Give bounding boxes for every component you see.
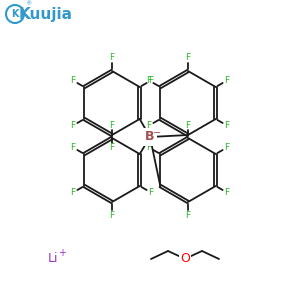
Text: F: F: [224, 188, 230, 197]
Text: F: F: [146, 143, 152, 152]
Text: F: F: [146, 76, 152, 85]
Text: F: F: [224, 76, 230, 85]
Text: F: F: [148, 76, 154, 85]
Text: F: F: [70, 143, 76, 152]
Text: F: F: [70, 188, 76, 197]
Text: F: F: [110, 121, 115, 130]
Text: K: K: [11, 9, 19, 19]
Text: F: F: [70, 121, 76, 130]
Text: F: F: [185, 211, 190, 220]
Text: Kuujia: Kuujia: [19, 7, 73, 22]
Text: O: O: [180, 251, 190, 265]
Text: +: +: [58, 248, 66, 258]
Text: F: F: [148, 188, 154, 197]
Text: B: B: [145, 130, 155, 143]
Text: F: F: [70, 76, 76, 85]
Text: ®: ®: [25, 1, 31, 6]
Text: F: F: [185, 53, 190, 62]
Text: F: F: [146, 121, 152, 130]
Text: F: F: [110, 143, 115, 152]
Text: F: F: [224, 121, 230, 130]
Text: −: −: [153, 128, 161, 138]
Text: F: F: [185, 121, 190, 130]
Text: F: F: [110, 211, 115, 220]
Text: Li: Li: [48, 251, 58, 265]
Text: F: F: [110, 53, 115, 62]
Text: F: F: [224, 143, 230, 152]
